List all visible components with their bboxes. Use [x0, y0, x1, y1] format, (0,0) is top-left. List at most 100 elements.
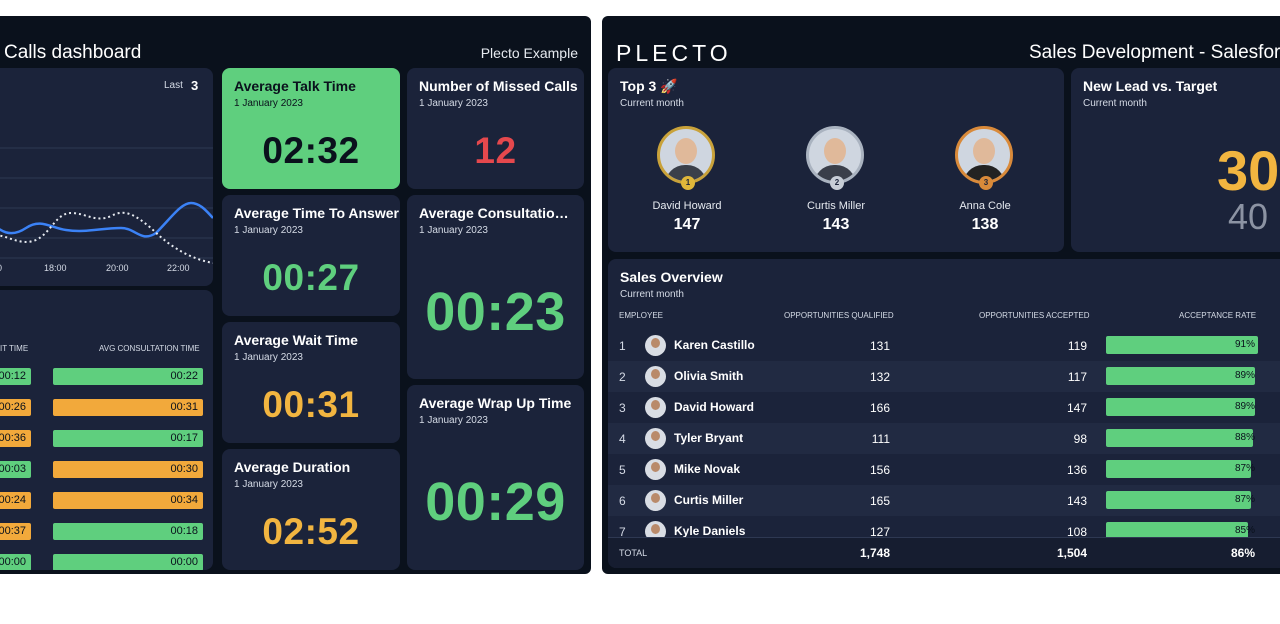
kpi-date: 1 January 2023	[234, 479, 303, 490]
kpi-date: 1 January 2023	[419, 415, 488, 426]
acceptance-rate-bar	[1106, 336, 1258, 354]
last-label: Last	[164, 80, 183, 91]
kpi-title: Average Wrap Up Time	[419, 395, 572, 411]
kpi-title: Average Wait Time	[234, 332, 358, 348]
table-row[interactable]: 4 Tyler Bryant 111 98 88%	[608, 423, 1280, 454]
acceptance-rate-bar	[1106, 367, 1255, 385]
kpi-date: 1 January 2023	[419, 225, 488, 236]
top3-value: 138	[971, 216, 999, 233]
acceptance-rate-bar	[1106, 522, 1248, 540]
avg-consultation-pill: 00:34	[53, 492, 203, 509]
opportunities-qualified: 111	[871, 432, 890, 446]
kpi-card-duration[interactable]: Average Duration 1 January 2023 02:52	[222, 449, 400, 570]
acceptance-rate-label: 88%	[1234, 432, 1255, 443]
top3-name: David Howard	[652, 200, 722, 212]
opportunities-accepted: 108	[1066, 525, 1087, 539]
avg-consultation-pill: 00:30	[53, 461, 203, 478]
acceptance-rate-label: 91%	[1234, 339, 1255, 350]
acceptance-rate-label: 89%	[1234, 370, 1255, 381]
kpi-value: 00:23	[425, 282, 566, 342]
opportunities-qualified: 156	[869, 463, 890, 477]
column-header: IT TIME	[0, 344, 29, 353]
employee-avatar	[645, 335, 666, 356]
kpi-value: 00:27	[262, 257, 360, 298]
kpi-card-missed-calls[interactable]: Number of Missed Calls 1 January 2023 12	[407, 68, 584, 189]
total-qualified: 1,748	[859, 546, 890, 560]
top3-name: Curtis Miller	[806, 200, 866, 212]
avg-wait-pill: 00:36	[0, 430, 31, 447]
kpi-card-time-to-answer[interactable]: Average Time To Answer 1 January 2023 00…	[222, 195, 400, 316]
avg-wait-pill: 00:12	[0, 368, 31, 385]
employee-name: Kyle Daniels	[674, 524, 746, 538]
opportunities-qualified: 166	[869, 401, 890, 415]
column-header-rate: ACCEPTANCE RATE	[1179, 311, 1257, 320]
x-tick: 00	[0, 263, 2, 273]
kpi-title: Average Time To Answer	[234, 205, 399, 221]
avg-wait-pill: 00:24	[0, 492, 31, 509]
x-tick: 20:00	[106, 263, 129, 273]
employee-name: Mike Novak	[674, 462, 741, 476]
kpi-date: 1 January 2023	[234, 98, 303, 109]
kpi-value: 12	[474, 130, 517, 171]
table-row[interactable]: 2 Olivia Smith 132 117 89%	[608, 361, 1280, 392]
calls-trend-chart-card: Last 3 00 18:00 20:00 22:00	[0, 68, 213, 286]
dashboard-title: Calls dashboard	[4, 42, 142, 63]
lead-target: 40	[1228, 196, 1269, 237]
acceptance-rate-label: 85%	[1234, 525, 1255, 536]
table-row[interactable]: 1 Karen Castillo 131 119 91%	[608, 330, 1280, 361]
kpi-value: 00:31	[262, 384, 360, 425]
opportunities-qualified: 127	[869, 525, 890, 539]
kpi-card-consultation[interactable]: Average Consultation ... 1 January 2023 …	[407, 195, 584, 379]
avg-consultation-pill: 00:18	[53, 523, 203, 540]
table-row[interactable]: 5 Mike Novak 156 136 87%	[608, 454, 1280, 485]
kpi-value: 02:32	[262, 130, 360, 171]
avg-wait-pill: 00:37	[0, 523, 31, 540]
acceptance-rate-bar	[1106, 398, 1255, 416]
table-row[interactable]: 6 Curtis Miller 165 143 87%	[608, 485, 1280, 516]
opportunities-qualified: 132	[869, 370, 890, 384]
opportunities-accepted: 119	[1067, 339, 1087, 353]
series-solid-line	[0, 201, 213, 238]
kpi-card-talk-time[interactable]: Average Talk Time 1 January 2023 02:32	[222, 68, 400, 189]
avatar-rank-1	[657, 126, 715, 184]
employee-avatar	[645, 490, 666, 511]
employee-name: David Howard	[674, 400, 755, 414]
table-row[interactable]: 7 Kyle Daniels 127 108 85%	[608, 516, 1280, 547]
sales-title: Sales Overview	[620, 269, 723, 285]
top3-card: Top 3 🚀 Current month 1 David Howard 147…	[608, 68, 1064, 252]
lead-value: 30	[1217, 139, 1280, 202]
employee-avatar	[645, 428, 666, 449]
employee-avatar	[645, 459, 666, 480]
opportunities-accepted: 147	[1066, 401, 1087, 415]
employee-name: Olivia Smith	[674, 369, 744, 383]
top3-period: Current month	[620, 98, 684, 109]
top3-value: 143	[822, 216, 850, 233]
kpi-card-wrap-up[interactable]: Average Wrap Up Time 1 January 2023 00:2…	[407, 385, 584, 570]
sales-period: Current month	[620, 289, 684, 300]
avg-wait-pill: 00:03	[0, 461, 31, 478]
employee-avatar	[645, 397, 666, 418]
sales-dashboard-screen: PLECTO Sales Development - Salesforc Top…	[602, 16, 1280, 574]
opportunities-qualified: 131	[869, 339, 890, 353]
acceptance-rate-bar	[1106, 460, 1251, 478]
row-rank: 2	[619, 370, 626, 384]
sales-overview-card: Sales Overview Current month EMPLOYEE OP…	[608, 259, 1280, 568]
kpi-title: Number of Missed Calls	[419, 78, 578, 94]
row-rank: 3	[619, 401, 626, 415]
acceptance-rate-label: 87%	[1234, 463, 1255, 474]
acceptance-rate-bar	[1106, 491, 1251, 509]
kpi-date: 1 January 2023	[234, 225, 303, 236]
avg-consultation-pill: 00:22	[53, 368, 203, 385]
table-row[interactable]: 3 David Howard 166 147 89%	[608, 392, 1280, 423]
opportunities-accepted: 117	[1067, 370, 1087, 384]
opportunities-accepted: 98	[1073, 432, 1087, 446]
avg-consultation-pill: 00:00	[53, 554, 203, 570]
row-rank: 6	[619, 494, 626, 508]
plecto-logo: PLECTO	[616, 40, 732, 66]
calls-dashboard-screen: Calls dashboard Plecto Example Last 3 00…	[0, 16, 591, 574]
kpi-title: Average Consultation ...	[419, 205, 574, 221]
opportunities-qualified: 165	[869, 494, 890, 508]
kpi-card-wait-time[interactable]: Average Wait Time 1 January 2023 00:31	[222, 322, 400, 443]
medal-silver-icon: 2	[830, 176, 844, 190]
total-label: TOTAL	[619, 548, 648, 558]
